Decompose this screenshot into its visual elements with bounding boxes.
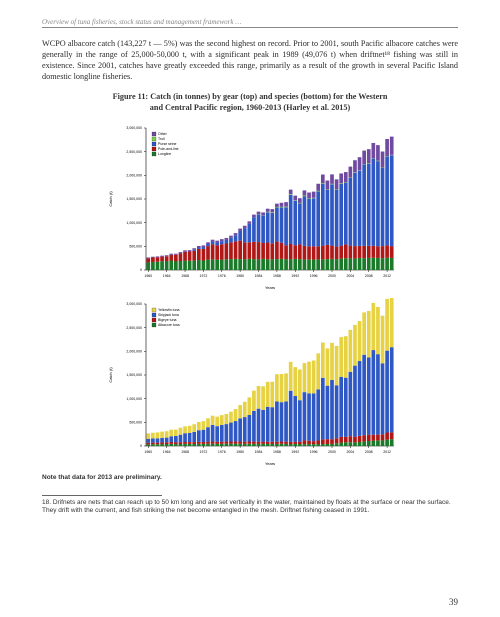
svg-text:500,000: 500,000 [129,244,142,248]
svg-text:0: 0 [140,444,142,448]
footnote: 18. Drifnets are nets that can reach up … [42,499,458,516]
chart-bottom: 0 500,000 1,000,000 1,500,000 2,000,000 2,500… [100,298,400,468]
figure-title-line1: Figure 11: Catch (in tonnes) by gear (to… [113,92,388,101]
figure-note: Note that data for 2013 are preliminary. [42,474,458,481]
svg-text:Years: Years [265,461,275,466]
page-number: 39 [449,597,458,607]
svg-text:1968: 1968 [181,274,189,278]
svg-text:1996: 1996 [310,450,318,454]
chart-top: 0 500,000 1,000,000 1,500,000 2,000,000 2,500… [100,122,400,292]
svg-text:1992: 1992 [291,274,299,278]
svg-text:3,000,000: 3,000,000 [126,126,142,130]
svg-text:Catch (t): Catch (t) [108,366,113,382]
svg-text:Skipjack tuna: Skipjack tuna [158,313,179,317]
svg-text:1988: 1988 [273,274,281,278]
svg-text:1,000,000: 1,000,000 [126,220,142,224]
svg-text:1,000,000: 1,000,000 [126,396,142,400]
svg-text:1960: 1960 [144,450,152,454]
svg-text:Years: Years [265,285,275,290]
page-header: Overview of tuna fisheries, stock status… [42,18,458,28]
svg-text:2,000,000: 2,000,000 [126,349,142,353]
footnote-separator [42,495,162,496]
svg-text:2000: 2000 [328,274,336,278]
svg-text:2012: 2012 [383,274,391,278]
svg-text:2012: 2012 [383,450,391,454]
svg-text:Troll: Troll [158,137,165,141]
svg-text:Pole-and-line: Pole-and-line [158,147,179,151]
svg-text:1984: 1984 [255,274,263,278]
svg-text:1964: 1964 [163,274,171,278]
svg-text:1972: 1972 [200,450,208,454]
chart-bottom-container: 0 500,000 1,000,000 1,500,000 2,000,000 2,500… [42,298,458,468]
svg-text:1980: 1980 [236,274,244,278]
svg-text:Other: Other [158,132,168,136]
svg-text:1984: 1984 [255,450,263,454]
figure-title: Figure 11: Catch (in tonnes) by gear (to… [42,92,458,113]
svg-text:1988: 1988 [273,450,281,454]
svg-text:Purse seine: Purse seine [158,142,177,146]
svg-text:1,500,000: 1,500,000 [126,197,142,201]
svg-text:0: 0 [140,268,142,272]
svg-text:Catch (t): Catch (t) [108,190,113,206]
chart-top-container: 0 500,000 1,000,000 1,500,000 2,000,000 2,500… [42,122,458,292]
svg-text:2008: 2008 [365,450,373,454]
svg-text:Albacore tuna: Albacore tuna [158,323,180,327]
svg-text:1996: 1996 [310,274,318,278]
svg-text:2004: 2004 [346,274,354,278]
svg-text:2004: 2004 [346,450,354,454]
svg-text:2,500,000: 2,500,000 [126,149,142,153]
svg-text:1972: 1972 [200,274,208,278]
svg-text:500,000: 500,000 [129,420,142,424]
svg-text:2008: 2008 [365,274,373,278]
svg-text:2000: 2000 [328,450,336,454]
svg-text:1968: 1968 [181,450,189,454]
svg-text:3,000,000: 3,000,000 [126,302,142,306]
svg-text:Bigeye tuna: Bigeye tuna [158,318,177,322]
svg-text:1980: 1980 [236,450,244,454]
svg-text:Yellowfin tuna: Yellowfin tuna [158,308,180,312]
svg-text:2,500,000: 2,500,000 [126,325,142,329]
svg-text:1976: 1976 [218,450,226,454]
svg-text:1964: 1964 [163,450,171,454]
svg-text:1,500,000: 1,500,000 [126,373,142,377]
body-paragraph: WCPO albacore catch (143,227 t — 5%) was… [42,38,458,82]
figure-title-line2: and Central Pacific region, 1960-2013 (H… [150,103,350,112]
svg-text:1960: 1960 [144,274,152,278]
svg-text:Longline: Longline [158,152,171,156]
svg-text:1976: 1976 [218,274,226,278]
svg-text:2,000,000: 2,000,000 [126,173,142,177]
svg-text:1992: 1992 [291,450,299,454]
